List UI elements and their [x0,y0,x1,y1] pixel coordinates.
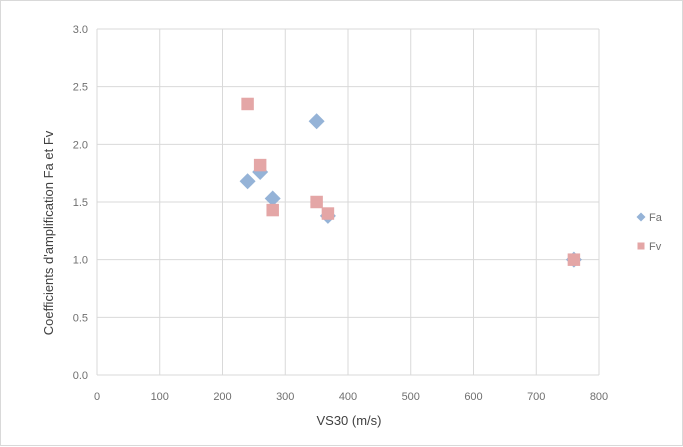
legend-marker-fv [637,242,645,250]
fv-point [321,207,335,220]
fv-point [253,158,267,172]
fv-point [310,195,323,209]
data-points [239,97,582,268]
legend-label-fa: Fa [649,212,663,224]
y-tick-label: 0.0 [73,370,88,382]
y-tick-label: 1.5 [73,197,88,209]
legend-marker-fa [636,212,646,222]
x-axis-ticks: 0 100 200 300 400 500 600 700 800 [94,391,608,403]
y-tick-label: 2.5 [73,82,88,94]
legend-label-fv: Fv [649,241,662,253]
y-tick-label: 2.0 [73,139,88,151]
y-axis-title: Coefficients d'amplification Fa et Fv [41,130,56,335]
x-tick-label: 100 [151,391,169,403]
x-tick-label: 800 [590,391,608,403]
fa-point [264,190,281,207]
x-tick-label: 400 [339,391,357,403]
x-tick-label: 200 [213,391,231,403]
y-axis-ticks: 0.0 0.5 1.0 1.5 2.0 2.5 3.0 [73,24,88,382]
legend: Fa Fv [636,212,663,253]
x-tick-label: 500 [402,391,420,403]
y-tick-label: 1.0 [73,255,88,267]
x-axis-title: VS30 (m/s) [316,413,381,428]
y-tick-label: 0.5 [73,312,88,324]
fv-point [266,203,279,217]
grid [96,28,600,376]
x-tick-label: 700 [527,391,545,403]
x-tick-label: 600 [464,391,482,403]
y-tick-label: 3.0 [73,24,88,36]
x-tick-label: 300 [276,391,294,403]
fa-point [239,173,256,190]
x-tick-label: 0 [94,391,100,403]
fv-point [567,253,581,266]
fa-point [308,113,325,130]
fv-point [241,97,254,111]
